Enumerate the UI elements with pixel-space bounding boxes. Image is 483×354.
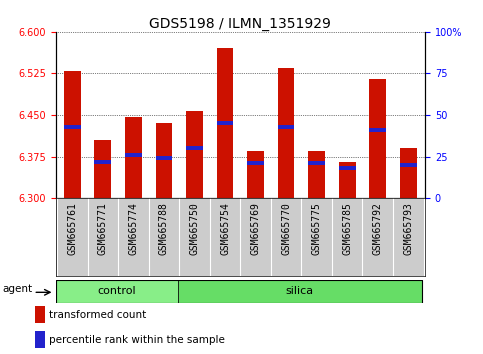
Bar bbox=[125, 117, 142, 198]
Text: GSM665761: GSM665761 bbox=[67, 202, 77, 255]
Bar bbox=[247, 161, 264, 165]
Bar bbox=[339, 162, 355, 198]
Bar bbox=[156, 124, 172, 198]
Text: GSM665769: GSM665769 bbox=[251, 202, 260, 255]
Bar bbox=[35, 331, 45, 348]
Text: GSM665793: GSM665793 bbox=[403, 202, 413, 255]
Text: transformed count: transformed count bbox=[49, 310, 146, 320]
Bar bbox=[400, 163, 417, 167]
Bar bbox=[308, 151, 325, 198]
Bar bbox=[217, 48, 233, 198]
Bar bbox=[178, 280, 422, 303]
Bar bbox=[217, 121, 233, 125]
Bar bbox=[35, 306, 45, 323]
Text: GSM665754: GSM665754 bbox=[220, 202, 230, 255]
Bar bbox=[186, 147, 203, 150]
Text: percentile rank within the sample: percentile rank within the sample bbox=[49, 335, 225, 344]
Text: GSM665771: GSM665771 bbox=[98, 202, 108, 255]
Text: GSM665785: GSM665785 bbox=[342, 202, 352, 255]
Bar bbox=[186, 111, 203, 198]
Title: GDS5198 / ILMN_1351929: GDS5198 / ILMN_1351929 bbox=[149, 17, 331, 31]
Text: control: control bbox=[97, 286, 136, 296]
Bar bbox=[95, 140, 111, 198]
Bar bbox=[339, 166, 355, 170]
Bar bbox=[56, 280, 178, 303]
Bar bbox=[95, 160, 111, 164]
Text: GSM665792: GSM665792 bbox=[373, 202, 383, 255]
Bar bbox=[64, 125, 81, 129]
Text: agent: agent bbox=[3, 284, 33, 294]
Bar bbox=[156, 156, 172, 160]
Bar bbox=[278, 125, 295, 129]
Bar bbox=[308, 161, 325, 165]
Text: GSM665788: GSM665788 bbox=[159, 202, 169, 255]
Bar bbox=[369, 79, 386, 198]
Text: GSM665775: GSM665775 bbox=[312, 202, 322, 255]
Text: silica: silica bbox=[286, 286, 314, 296]
Bar bbox=[247, 151, 264, 198]
Text: GSM665770: GSM665770 bbox=[281, 202, 291, 255]
Bar bbox=[369, 128, 386, 132]
Bar bbox=[64, 71, 81, 198]
Bar bbox=[278, 68, 295, 198]
Bar bbox=[125, 153, 142, 157]
Text: GSM665774: GSM665774 bbox=[128, 202, 139, 255]
Bar bbox=[400, 148, 417, 198]
Text: GSM665750: GSM665750 bbox=[189, 202, 199, 255]
